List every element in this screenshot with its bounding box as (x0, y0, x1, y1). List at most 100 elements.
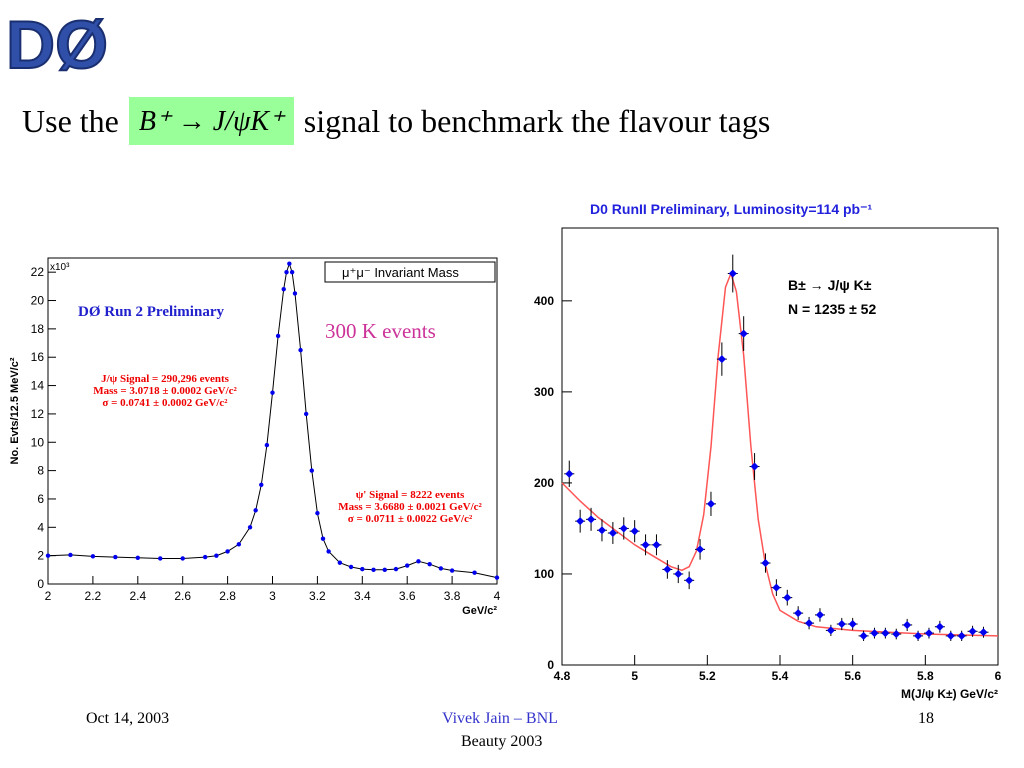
left-data-point (427, 561, 432, 567)
right-data-point (771, 579, 782, 597)
left-data-point (113, 554, 118, 560)
left-data-point (449, 568, 455, 573)
data-marker (706, 499, 715, 508)
right-data-point (858, 630, 869, 642)
right-data-point (880, 627, 891, 639)
right-data-point (836, 617, 847, 631)
left-annotation-line: σ = 0.0711 ± 0.0022 GeV/c² (348, 513, 473, 525)
y-tick-label: 0 (547, 658, 554, 672)
data-marker (935, 622, 944, 631)
y-tick-label: 6 (37, 492, 44, 506)
y-tick-label: 18 (31, 322, 45, 336)
data-marker (641, 540, 650, 549)
y-tick-label: 16 (31, 350, 45, 364)
data-marker (914, 631, 923, 640)
data-marker (924, 629, 933, 638)
right-data-point (978, 626, 989, 638)
right-data-point (716, 342, 727, 376)
data-marker (892, 630, 901, 639)
title-prefix: Use the (22, 102, 119, 139)
y-tick-label: 100 (534, 567, 554, 581)
left-data-point (264, 442, 270, 448)
left-chart-subtitle: DØ Run 2 Preliminary (78, 304, 224, 320)
left-data-point (135, 555, 140, 560)
right-data-point (575, 509, 586, 533)
data-marker (750, 462, 759, 471)
left-data-point (158, 556, 163, 561)
left-data-point (287, 261, 292, 266)
data-marker (565, 469, 574, 478)
right-data-point (738, 316, 749, 351)
left-data-point (303, 411, 309, 417)
x-tick-label: 3.2 (309, 589, 326, 603)
right-data-point (749, 453, 760, 480)
left-data-point (371, 567, 376, 573)
left-data-point (289, 269, 295, 275)
left-data-point (68, 552, 73, 558)
footer-conference: Beauty 2003 (461, 733, 543, 750)
right-x-axis-label: M(J/ψ K±) GeV/c² (901, 687, 998, 701)
right-data-point (945, 630, 956, 642)
left-data-point (214, 553, 219, 558)
slide-title: Use the B⁺ → J/ψK⁺ signal to benchmark t… (22, 96, 770, 146)
right-data-point (629, 520, 640, 543)
b-meson-mass-chart: D0 RunII Preliminary, Luminosity=114 pb⁻… (534, 201, 1002, 701)
left-data-point (472, 570, 477, 575)
y-tick-label: 22 (31, 265, 45, 279)
left-data-point (281, 286, 286, 292)
data-marker (826, 626, 835, 635)
left-data-point (494, 575, 500, 580)
data-marker (805, 619, 814, 628)
left-data-point (337, 560, 343, 565)
data-marker (608, 528, 617, 537)
left-data-point (275, 333, 281, 339)
right-annotation-yield: N = 1235 ± 52 (788, 301, 876, 317)
data-marker (815, 610, 824, 619)
left-data-point (320, 536, 326, 541)
left-data-point (202, 554, 208, 560)
x-tick-label: 5.6 (844, 669, 861, 683)
data-marker (630, 527, 639, 536)
x-tick-label: 2.4 (129, 589, 146, 603)
data-marker (837, 620, 846, 629)
x-tick-label: 6 (995, 669, 1002, 683)
right-data-point (695, 539, 706, 560)
data-marker (652, 540, 661, 549)
y-tick-label: 0 (37, 577, 44, 591)
data-marker (587, 515, 596, 524)
y-tick-label: 8 (37, 464, 44, 478)
right-data-point (891, 628, 902, 640)
left-data-point (225, 549, 230, 554)
right-data-point (760, 553, 771, 573)
right-data-point (662, 560, 673, 579)
left-x-axis-label: GeV/c² (462, 605, 497, 617)
footer-page-number: 18 (918, 710, 934, 727)
right-data-point (814, 608, 825, 622)
left-data-point (284, 269, 289, 275)
right-data-point (705, 491, 716, 516)
left-data-point (247, 525, 253, 530)
right-data-point (651, 534, 662, 556)
logo-text: DØ (6, 7, 108, 78)
decay-formula: B⁺ → J/ψK⁺ (128, 97, 294, 145)
data-marker (783, 593, 792, 602)
left-data-point (45, 553, 51, 558)
experiment-logo: DØ (4, 6, 152, 78)
right-data-point (902, 618, 913, 631)
data-marker (881, 629, 890, 638)
right-data-point (727, 254, 738, 293)
data-marker (870, 629, 879, 638)
right-data-point (804, 616, 815, 630)
data-marker (968, 627, 977, 636)
right-data-point (967, 625, 978, 637)
data-marker (761, 559, 770, 568)
right-data-point (934, 620, 945, 633)
data-marker (685, 576, 694, 585)
left-annotation-line: ψ' Signal = 8222 events (356, 489, 465, 501)
data-marker (979, 628, 988, 637)
right-data-point (793, 606, 804, 620)
title-suffix: signal to benchmark the flavour tags (303, 102, 771, 139)
x-tick-label: 2.6 (174, 589, 191, 603)
y-tick-label: 4 (37, 520, 44, 534)
y-tick-label: 10 (31, 435, 45, 449)
